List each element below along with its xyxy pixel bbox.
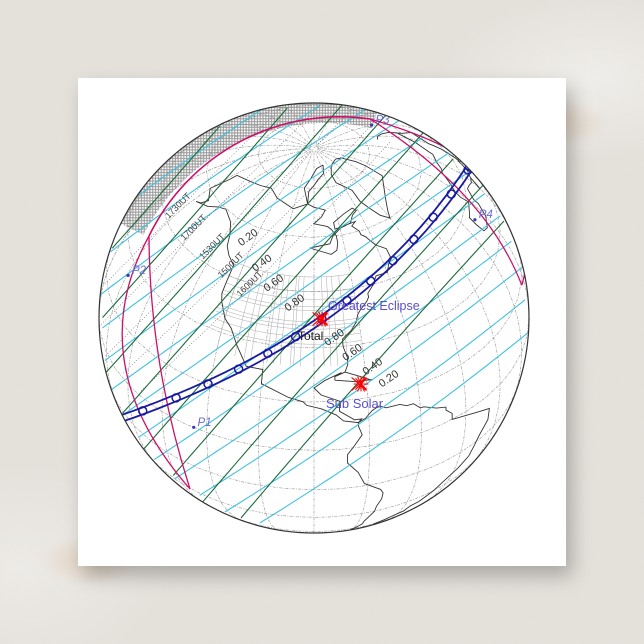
svg-text:Sub Solar: Sub Solar [326, 396, 384, 411]
svg-text:P4: P4 [479, 209, 493, 221]
svg-text:Total: Total [298, 329, 323, 343]
svg-text:Greatest Eclipse: Greatest Eclipse [328, 299, 420, 313]
svg-text:P2: P2 [132, 265, 147, 277]
svg-text:P1: P1 [198, 417, 212, 429]
